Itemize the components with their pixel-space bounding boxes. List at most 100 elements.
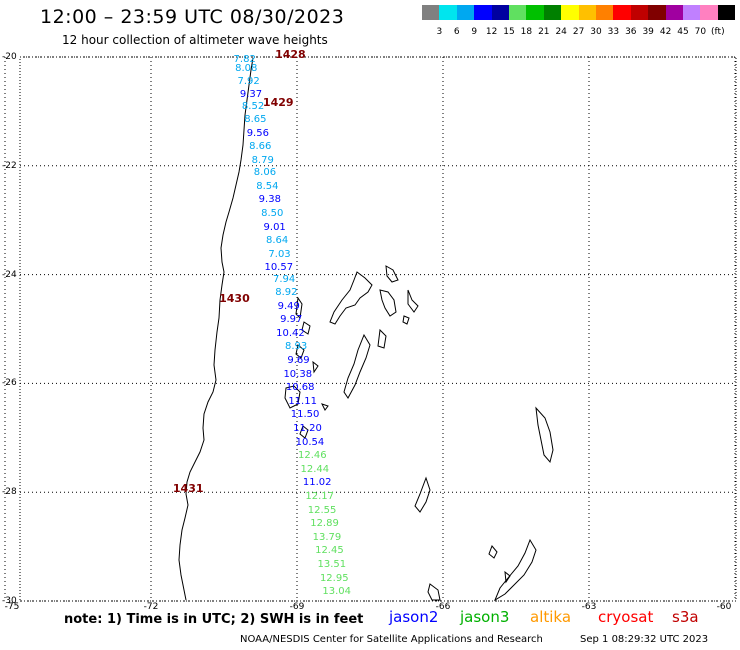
wave-height-value: 12.55 bbox=[307, 504, 337, 516]
wave-height-value: 8.54 bbox=[256, 180, 279, 192]
coastline-island bbox=[407, 289, 419, 313]
color-swatch bbox=[491, 5, 509, 20]
wave-height-value: 12.17 bbox=[305, 490, 334, 502]
coastline-island bbox=[414, 476, 431, 513]
coastline-island bbox=[295, 344, 305, 359]
coastline-island bbox=[301, 321, 311, 335]
color-swatch bbox=[578, 5, 596, 20]
coastline-island bbox=[343, 333, 371, 399]
coastline-island bbox=[284, 385, 301, 409]
coastline-island bbox=[488, 545, 498, 559]
color-swatch bbox=[700, 5, 718, 20]
color-scale-label: 36 bbox=[625, 27, 637, 37]
map-frame bbox=[19, 56, 737, 602]
wave-height-value: 9.97 bbox=[280, 314, 303, 326]
wave-height-value: 8.92 bbox=[275, 286, 298, 298]
color-swatch bbox=[630, 5, 649, 20]
longitude-label: -66 bbox=[435, 602, 451, 612]
color-swatch bbox=[526, 5, 544, 20]
color-scale-label: 27 bbox=[572, 27, 585, 37]
color-swatch bbox=[543, 5, 562, 20]
color-scale-label: 30 bbox=[590, 27, 602, 37]
latitude-label: -24 bbox=[2, 269, 17, 280]
grid-lines bbox=[4, 56, 736, 602]
color-scale-label: 3 bbox=[436, 27, 443, 37]
color-scale-label: 24 bbox=[555, 27, 567, 37]
wave-height-value: 12.44 bbox=[300, 463, 330, 475]
color-swatch bbox=[665, 5, 683, 20]
wave-height-value: 13.79 bbox=[312, 531, 342, 543]
color-scale-label: 12 bbox=[485, 27, 498, 37]
latitude-label: -22 bbox=[2, 160, 17, 171]
wave-height-value: 11.02 bbox=[302, 477, 332, 489]
page-title: 12:00 – 23:59 UTC 08/30/2023 bbox=[40, 6, 345, 28]
wave-height-value: 8.64 bbox=[265, 235, 289, 247]
coastline-island bbox=[377, 328, 387, 349]
wave-height-value: 7.94 bbox=[272, 274, 296, 286]
coastline-island bbox=[329, 271, 373, 325]
wave-height-value: 9.49 bbox=[277, 300, 300, 312]
longitude-label: -63 bbox=[581, 602, 597, 612]
wave-height-value: 9.56 bbox=[246, 127, 269, 139]
color-scale-label: 21 bbox=[538, 27, 550, 37]
orbit-pass-label: 1428 bbox=[275, 48, 306, 62]
coastline-island bbox=[535, 406, 554, 464]
wave-height-value: 9.01 bbox=[263, 221, 286, 233]
wave-height-value: 9.37 bbox=[239, 89, 263, 101]
color-scale-label: 70 bbox=[694, 27, 707, 37]
footer-credit: NOAA/NESDIS Center for Satellite Applica… bbox=[240, 634, 543, 645]
color-swatch bbox=[456, 5, 475, 20]
coastline-island bbox=[385, 265, 399, 283]
orbit-pass-label: 1429 bbox=[262, 96, 294, 110]
latitude-label: -26 bbox=[2, 378, 17, 389]
coastline-island bbox=[379, 289, 397, 317]
coastline-island bbox=[299, 425, 309, 439]
wave-height-value: 8.52 bbox=[241, 100, 265, 112]
color-scale-label: 15 bbox=[503, 27, 515, 37]
wave-height-value: 12.46 bbox=[298, 450, 327, 462]
legend-entry: jason2 bbox=[389, 608, 439, 626]
color-swatch bbox=[596, 5, 614, 20]
color-swatch bbox=[439, 5, 457, 20]
legend-entry: s3a bbox=[672, 608, 699, 626]
wave-height-value: 13.51 bbox=[317, 558, 347, 570]
color-scale-label: 9 bbox=[471, 27, 478, 37]
note-text: note: 1) Time is in UTC; 2) SWH is in fe… bbox=[64, 612, 364, 627]
wave-height-value: 12.89 bbox=[310, 518, 339, 530]
wave-height-value: 12.45 bbox=[315, 545, 344, 557]
wave-height-value: 11.50 bbox=[290, 409, 320, 421]
coastline-island bbox=[321, 403, 329, 411]
color-swatch bbox=[717, 5, 736, 20]
orbit-pass-label: 1431 bbox=[172, 482, 204, 496]
color-swatch bbox=[613, 5, 631, 20]
wave-height-value: 9.38 bbox=[258, 194, 281, 206]
coastline-island bbox=[427, 583, 441, 601]
color-scale-label: (ft) bbox=[711, 27, 725, 37]
color-scale-label: 39 bbox=[642, 27, 654, 37]
coastline-island bbox=[295, 296, 303, 320]
color-swatch bbox=[422, 5, 440, 20]
coastline-mainland bbox=[178, 57, 254, 601]
color-scale-label: 42 bbox=[659, 27, 672, 37]
coastline-island bbox=[493, 538, 537, 602]
legend-entry: cryosat bbox=[598, 608, 654, 626]
color-scale-label: 18 bbox=[520, 27, 533, 37]
wave-height-value: 11.20 bbox=[293, 422, 322, 434]
orbit-pass-label: 1430 bbox=[219, 292, 250, 306]
wave-height-value: 10.54 bbox=[295, 436, 325, 448]
wave-height-value: 8.66 bbox=[249, 141, 272, 153]
color-swatch bbox=[474, 5, 492, 20]
color-swatch bbox=[683, 5, 701, 20]
wave-height-value: 10.42 bbox=[276, 327, 305, 339]
color-scale-label: 33 bbox=[607, 27, 620, 37]
longitude-label: -69 bbox=[289, 602, 305, 612]
wave-height-value: 7.82 bbox=[233, 54, 256, 66]
latitude-label: -30 bbox=[2, 596, 17, 606]
wave-height-value: 8.93 bbox=[284, 341, 308, 353]
color-swatch bbox=[509, 5, 527, 20]
wave-height-value: 10.57 bbox=[264, 262, 294, 274]
wave-height-value: 8.50 bbox=[261, 208, 284, 220]
wave-height-value: 7.92 bbox=[237, 75, 260, 87]
wave-height-value: 10.68 bbox=[285, 382, 315, 394]
